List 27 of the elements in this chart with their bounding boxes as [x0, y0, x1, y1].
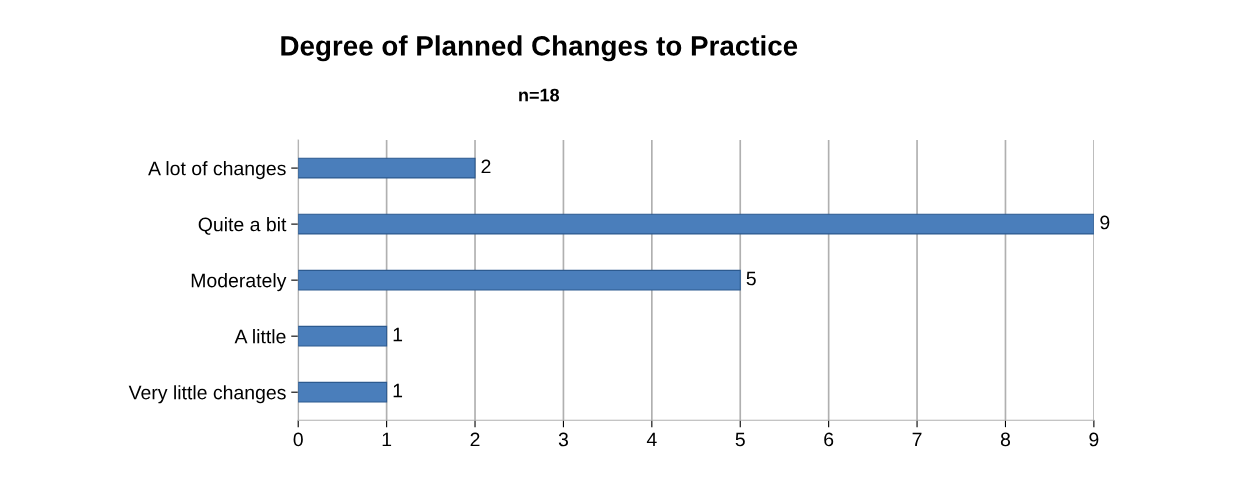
data-label: 2	[481, 159, 491, 174]
x-tick-label: 2	[470, 432, 480, 447]
data-label: 1	[393, 327, 403, 342]
bar	[298, 381, 388, 403]
x-tick-label: 7	[912, 432, 922, 447]
data-label: 1	[393, 383, 403, 398]
y-tick-label: A lot of changes	[148, 161, 286, 180]
y-tick-label: Moderately	[191, 273, 287, 292]
y-tick-label: A little	[234, 329, 286, 344]
y-tick-label: Quite a bit	[198, 217, 287, 235]
chart-subtitle: n=18	[519, 88, 560, 102]
x-tick-label: 1	[382, 432, 392, 447]
x-tick-label: 8	[1000, 432, 1011, 447]
y-tick-label: Very little changes	[128, 385, 286, 404]
data-label: 5	[746, 271, 756, 286]
x-tick-label: 9	[1089, 432, 1099, 447]
data-label: 9	[1100, 215, 1110, 230]
bar	[298, 269, 741, 291]
x-tick-label: 4	[646, 432, 657, 447]
chart-title: Degree of Planned Changes to Practice	[281, 35, 798, 62]
x-tick-label: 3	[558, 432, 568, 447]
x-tick-label: 5	[735, 432, 745, 447]
x-tick-label: 6	[824, 432, 834, 447]
bar	[298, 213, 1094, 235]
bar	[298, 157, 476, 179]
x-tick-label: 0	[293, 432, 303, 447]
bar	[298, 325, 388, 347]
